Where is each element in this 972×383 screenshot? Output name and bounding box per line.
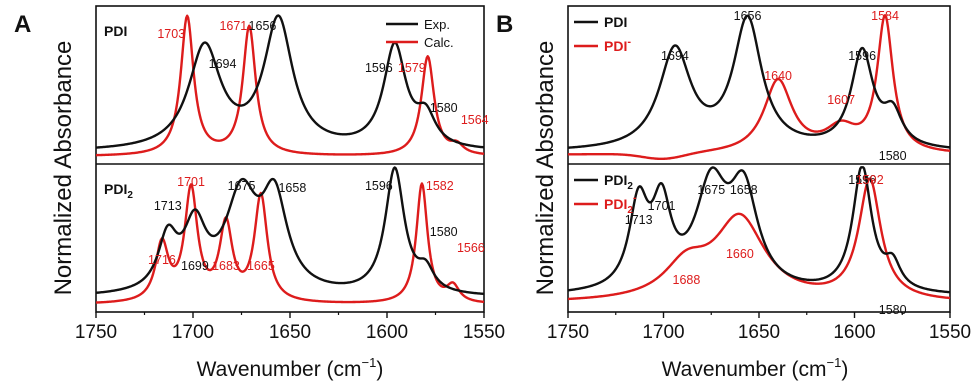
peak-label-1580: 1580	[430, 225, 458, 239]
legend-entry: PDI2-	[604, 192, 637, 216]
legend-entry-exp: Exp.	[424, 17, 450, 32]
legend-entry: PDI-	[604, 36, 631, 54]
x-tick-label: 1550	[929, 322, 971, 343]
x-tick-label: 1650	[738, 322, 780, 343]
peak-label-1607: 1607	[827, 93, 855, 107]
panel-b-label: B	[496, 11, 513, 38]
peak-label-1699: 1699	[181, 259, 209, 273]
peak-label-1675: 1675	[697, 183, 725, 197]
peak-label-1592: 1592	[856, 173, 884, 187]
peak-label-1656: 1656	[734, 9, 762, 23]
peak-label-1584: 1584	[871, 9, 899, 23]
x-tick-label: 1550	[463, 322, 505, 343]
peak-label-1701: 1701	[177, 175, 205, 189]
panel-b-ylabel: Normalized Absorbance	[532, 41, 559, 296]
peak-label-1716: 1716	[148, 253, 176, 267]
panel-a-label: A	[14, 11, 31, 38]
panel-b: 1750 1700 1650 1600 1550 1694 1656 1640 1607 1596…	[547, 6, 971, 343]
x-tick-label: 1600	[833, 322, 875, 343]
x-tick-label: 1700	[642, 322, 684, 343]
panel-a-ylabel: Normalized Absorbance	[50, 41, 77, 296]
x-tick-label: 1750	[547, 322, 589, 343]
peak-label-1671: 1671	[219, 19, 247, 33]
peak-label-1640: 1640	[764, 69, 792, 83]
peak-label-1713: 1713	[154, 199, 182, 213]
peak-label-1703: 1703	[157, 27, 185, 41]
peak-label-1596: 1596	[365, 61, 393, 75]
peak-label-1579: 1579	[398, 61, 426, 75]
peak-label-1660: 1660	[726, 247, 754, 261]
peak-label-1656: 1656	[249, 19, 277, 33]
peak-label-1658: 1658	[730, 183, 758, 197]
subplot-label: PDI	[104, 23, 127, 39]
x-tick-label: 1700	[172, 322, 214, 343]
peak-label-1564: 1564	[461, 113, 489, 127]
peak-label-1675: 1675	[228, 179, 256, 193]
peak-label-1566: 1566	[457, 241, 485, 255]
subplot-label: PDI2	[104, 181, 133, 201]
panel-a-xlabel: Wavenumber (cm−1)	[197, 355, 384, 381]
x-tick-label: 1650	[269, 322, 311, 343]
x-tick-label: 1600	[366, 322, 408, 343]
peak-label-1665: 1665	[247, 259, 275, 273]
peak-label-1580: 1580	[879, 149, 907, 163]
peak-label-1580: 1580	[879, 303, 907, 317]
peak-label-1701: 1701	[648, 199, 676, 213]
legend-entry: PDI2	[604, 172, 633, 192]
panel-b-xlabel: Wavenumber (cm−1)	[662, 355, 849, 381]
peak-label-1596: 1596	[365, 179, 393, 193]
peak-label-1596: 1596	[848, 49, 876, 63]
peak-label-1694: 1694	[209, 57, 237, 71]
peak-label-1688: 1688	[673, 273, 701, 287]
panel-a: 1750 1700 1650 1600 1550 1703 1694 1671 1656 1596…	[75, 6, 505, 343]
peak-label-1658: 1658	[278, 181, 306, 195]
series-line-pdi	[568, 16, 950, 148]
legend-entry: PDI	[604, 14, 627, 30]
peak-label-1694: 1694	[661, 49, 689, 63]
peak-label-1683: 1683	[212, 259, 240, 273]
legend-entry-calc: Calc.	[424, 35, 454, 50]
peak-label-1580: 1580	[430, 101, 458, 115]
peak-label-1582: 1582	[426, 179, 454, 193]
x-tick-label: 1750	[75, 322, 117, 343]
